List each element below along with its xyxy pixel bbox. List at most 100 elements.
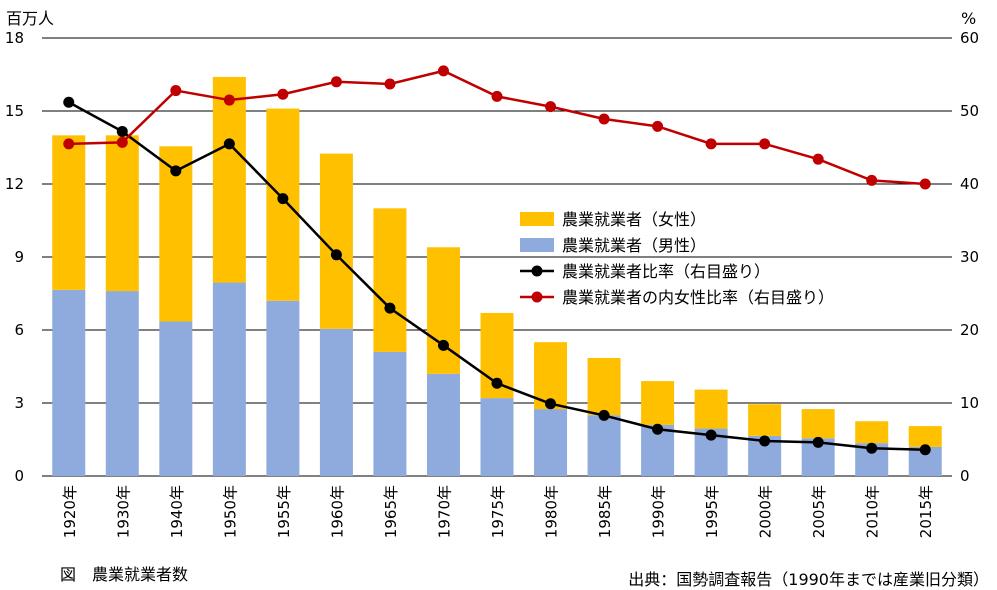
ratio-point: [545, 398, 557, 410]
x-axis-ticks: 1920年 1930年 1940年 1950年 1955年 1960年 1965年 1970年…: [61, 485, 935, 538]
right-tick-label: 60: [960, 29, 979, 47]
female-ratio-point: [170, 85, 182, 97]
left-tick-label: 3: [14, 394, 24, 412]
female-ratio-line: [68, 69, 926, 186]
left-tick-label: 9: [14, 248, 24, 266]
female-ratio-point: [759, 138, 771, 150]
ratio-point: [812, 436, 824, 448]
bars: [52, 76, 942, 476]
lines: [63, 65, 931, 456]
left-tick-label: 6: [14, 321, 24, 339]
bar-male: [426, 373, 460, 476]
bar-female: [105, 135, 139, 292]
ratio-point: [491, 377, 503, 389]
left-tick-label: 12: [5, 175, 24, 193]
bar-male: [319, 328, 353, 476]
x-tick-label: 1980年: [543, 485, 561, 538]
right-tick-label: 30: [960, 248, 979, 266]
ratio-point: [223, 138, 235, 150]
bar-male: [373, 351, 407, 476]
right-tick-label: 20: [960, 321, 979, 339]
left-tick-label: 15: [5, 102, 24, 120]
legend-label: 農業就業者比率（右目盛り）: [562, 262, 770, 281]
ratio-point: [330, 249, 342, 261]
bar-female: [52, 135, 86, 290]
legend-swatch: [520, 212, 554, 226]
x-tick-label: 1960年: [328, 485, 346, 538]
ratio-point: [277, 193, 289, 205]
figure-title: 図 農業就業者数: [60, 565, 189, 584]
bar-female: [748, 404, 782, 436]
female-ratio-point: [705, 138, 717, 150]
x-tick-label: 1975年: [489, 485, 507, 538]
female-ratio-point: [866, 174, 878, 186]
ratio-point: [170, 165, 182, 177]
left-tick-label: 18: [5, 29, 24, 47]
ratio-point: [63, 96, 75, 108]
legend-swatch-marker: [531, 265, 543, 277]
bar-male: [480, 398, 514, 476]
bar-female: [641, 381, 675, 425]
bar-female: [587, 357, 621, 416]
ratio-point: [116, 125, 128, 137]
x-tick-label: 1930年: [114, 485, 132, 538]
left-tick-label: 0: [14, 467, 24, 485]
female-ratio-point: [545, 101, 557, 113]
bar-male: [159, 321, 193, 476]
x-tick-label: 2005年: [810, 485, 828, 538]
female-ratio-point: [223, 94, 235, 106]
bar-female: [319, 153, 353, 329]
female-ratio-point: [63, 138, 75, 150]
x-tick-label: 1950年: [221, 485, 239, 538]
bar-female: [855, 421, 889, 444]
legend-swatch: [520, 238, 554, 252]
bar-female: [694, 389, 728, 429]
bar-female: [534, 342, 568, 410]
female-ratio-point: [116, 136, 128, 148]
x-tick-label: 2015年: [917, 485, 935, 538]
ratio-point: [598, 409, 610, 421]
female-ratio-point: [919, 178, 931, 190]
right-tick-label: 0: [960, 467, 970, 485]
left-axis-unit: 百万人: [6, 9, 54, 28]
x-tick-label: 1965年: [382, 485, 400, 538]
bar-male: [105, 291, 139, 476]
ratio-point: [652, 423, 664, 435]
female-ratio-point: [277, 88, 289, 100]
x-tick-label: 2000年: [757, 485, 775, 538]
legend: 農業就業者（女性） 農業就業者（男性） 農業就業者比率（右目盛り） 農業就業者の内女性…: [520, 210, 834, 307]
legend-label: 農業就業者（女性）: [562, 210, 706, 229]
female-ratio-point: [384, 78, 396, 90]
ratio-point: [759, 435, 771, 447]
right-tick-label: 10: [960, 394, 979, 412]
right-tick-label: 50: [960, 102, 979, 120]
bar-female: [212, 76, 246, 283]
right-axis-ticks: 0 10 20 30 40 50 60: [960, 29, 979, 485]
bar-female: [801, 409, 835, 439]
bar-female: [908, 426, 942, 447]
ratio-point: [866, 442, 878, 454]
ratio-point: [384, 302, 396, 314]
bar-male: [534, 409, 568, 476]
left-axis-ticks: 0 3 6 9 12 15 18: [5, 29, 24, 485]
female-ratio-point: [652, 120, 664, 132]
bar-female: [373, 208, 407, 352]
legend-label: 農業就業者（男性）: [562, 236, 706, 255]
female-ratio-point: [812, 153, 824, 165]
ratio-point: [705, 429, 717, 441]
x-tick-label: 1940年: [168, 485, 186, 538]
female-ratio-point: [330, 76, 342, 88]
bar-male: [52, 289, 86, 476]
right-tick-label: 40: [960, 175, 979, 193]
x-tick-label: 1970年: [435, 485, 453, 538]
bar-male: [266, 300, 300, 476]
female-ratio-point: [598, 113, 610, 125]
legend-label: 農業就業者の内女性比率（右目盛り）: [562, 288, 834, 307]
bar-female: [266, 108, 300, 301]
x-tick-label: 1920年: [61, 485, 79, 538]
right-axis-unit: %: [961, 9, 976, 28]
x-tick-label: 1995年: [703, 485, 721, 538]
bar-male: [212, 282, 246, 476]
bar-male: [587, 415, 621, 476]
